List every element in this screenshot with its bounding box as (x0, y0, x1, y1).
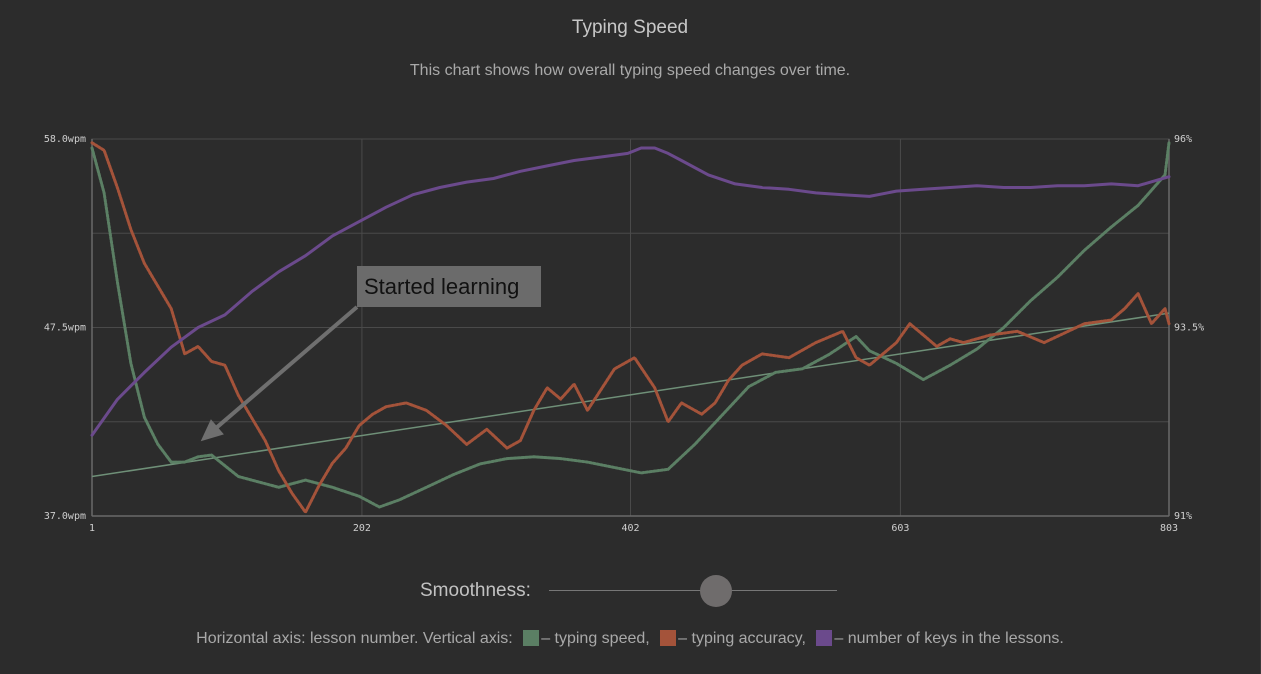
y-right-tick-label-2: 96% (1174, 134, 1192, 145)
chart-subtitle: This chart shows how overall typing spee… (409, 62, 851, 79)
annotation-arrow-head (200, 419, 224, 442)
smoothness-label: Smoothness: (420, 580, 531, 601)
y-left-tick-label-2: 58.0wpm (44, 134, 86, 145)
annotation-arrow (200, 305, 359, 442)
legend-keys-label: – number of keys in the lessons. (834, 630, 1064, 647)
x-tick-label-1: 202 (353, 523, 371, 534)
y-right-tick-label-0: 91% (1174, 511, 1192, 522)
legend-accuracy-label: – typing accuracy, (678, 630, 806, 647)
legend-speed-swatch (523, 630, 540, 646)
smoothness-control: Smoothness: (420, 572, 850, 610)
chart-legend: Horizontal axis: lesson number. Vertical… (0, 630, 1260, 648)
x-tick-label-3: 603 (891, 523, 909, 534)
smoothness-slider-thumb[interactable] (700, 575, 733, 607)
y-left-tick-label-1: 47.5wpm (44, 323, 86, 334)
chart-grid (91, 138, 1170, 517)
x-tick-label-4: 803 (1160, 523, 1178, 534)
legend-accuracy-swatch (660, 630, 677, 646)
chart-title: Typing Speed (571, 17, 689, 38)
series-accuracy-line (90, 141, 1171, 514)
chart-tick-labels: 1 202 402 603 803 37.0wpm 47.5wpm 58.0wpm 91% 93.… (44, 134, 1204, 534)
series-speed-line (90, 141, 1171, 509)
y-right-tick-label-1: 93.5% (1174, 323, 1204, 334)
legend-keys-swatch (816, 630, 833, 646)
legend-speed-label: – typing speed, (541, 630, 650, 647)
smoothness-slider-track[interactable] (549, 590, 837, 591)
series-keys-line (90, 146, 1171, 437)
x-tick-label-0: 1 (89, 523, 95, 534)
y-left-tick-label-0: 37.0wpm (44, 511, 86, 522)
annotation-started-learning: Started learning (357, 266, 541, 307)
chart-series (90, 141, 1171, 514)
annotation-arrow-shaft (213, 305, 359, 431)
legend-prefix: Horizontal axis: lesson number. Vertical… (196, 630, 513, 647)
x-tick-label-2: 402 (621, 523, 639, 534)
